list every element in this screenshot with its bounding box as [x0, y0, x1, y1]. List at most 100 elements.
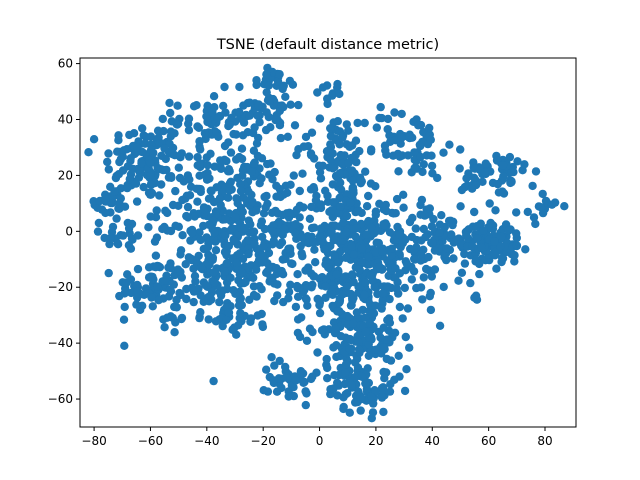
data-point	[264, 81, 274, 90]
data-point	[93, 227, 103, 236]
data-point	[249, 290, 259, 300]
data-point	[315, 298, 325, 307]
data-point	[355, 265, 364, 275]
data-point	[349, 319, 358, 328]
data-point	[345, 142, 354, 151]
data-point	[283, 132, 292, 141]
data-point	[523, 207, 532, 217]
data-point	[261, 125, 271, 135]
data-point	[252, 265, 261, 274]
data-point	[187, 228, 197, 238]
data-point	[270, 167, 279, 177]
data-point	[182, 294, 191, 304]
data-point	[427, 151, 436, 160]
data-point	[398, 314, 407, 323]
data-point	[366, 179, 376, 188]
data-point	[270, 296, 279, 306]
data-point	[285, 208, 294, 217]
data-point	[395, 152, 404, 161]
data-point	[328, 180, 337, 189]
data-point	[311, 258, 320, 267]
data-point	[371, 248, 381, 257]
data-point	[249, 146, 259, 155]
data-point	[278, 255, 287, 264]
data-point	[112, 214, 121, 223]
data-point	[336, 185, 346, 194]
data-point	[374, 238, 383, 248]
data-point	[457, 185, 467, 195]
data-point	[238, 171, 247, 180]
data-point	[400, 386, 410, 396]
data-point	[512, 241, 522, 250]
data-point	[189, 297, 198, 307]
data-point	[342, 120, 351, 129]
data-point	[181, 260, 190, 269]
data-point	[174, 163, 183, 172]
plot-area-frame	[79, 57, 577, 428]
data-point	[377, 304, 386, 313]
data-point	[364, 191, 373, 201]
data-point	[272, 387, 282, 396]
data-point	[349, 250, 359, 259]
data-point	[326, 124, 335, 133]
y-tick-label: 40	[58, 113, 73, 127]
data-point	[176, 267, 185, 277]
data-point	[380, 141, 390, 150]
data-point	[389, 151, 398, 160]
data-point	[271, 115, 280, 125]
data-point	[379, 367, 388, 377]
data-point	[257, 174, 266, 183]
data-point	[190, 212, 199, 221]
data-point	[409, 267, 419, 276]
data-point	[323, 363, 332, 373]
data-point	[233, 199, 242, 208]
data-point	[308, 280, 317, 289]
data-point	[541, 196, 551, 206]
x-tick-label: −40	[194, 434, 219, 448]
data-point	[402, 365, 411, 374]
data-point	[284, 244, 293, 253]
data-point	[204, 220, 214, 229]
data-point	[469, 158, 478, 167]
data-point	[407, 275, 416, 284]
data-point	[421, 232, 430, 242]
data-point	[298, 169, 307, 178]
data-point	[334, 258, 343, 267]
data-point	[455, 164, 464, 173]
data-point	[282, 373, 292, 382]
data-point	[341, 253, 351, 262]
data-point	[315, 168, 325, 177]
data-point	[496, 232, 506, 242]
data-point	[195, 137, 204, 146]
data-point	[445, 140, 454, 149]
data-point	[475, 269, 484, 279]
data-point	[260, 224, 270, 234]
data-point	[196, 235, 205, 245]
data-point	[382, 206, 391, 216]
data-point	[420, 211, 429, 220]
data-point	[279, 81, 288, 91]
data-point	[330, 371, 339, 380]
data-point	[323, 94, 332, 103]
data-point	[365, 319, 375, 328]
data-point	[493, 179, 502, 189]
data-point	[339, 218, 348, 227]
data-point	[132, 300, 141, 309]
data-point	[428, 238, 437, 247]
data-point	[356, 392, 366, 401]
data-point	[313, 88, 322, 97]
data-point	[238, 131, 248, 140]
data-point	[301, 400, 310, 410]
data-point	[336, 202, 345, 211]
data-point	[151, 251, 161, 260]
data-point	[466, 278, 475, 288]
data-point	[411, 224, 420, 233]
data-point	[257, 285, 266, 294]
data-point	[106, 233, 115, 243]
data-point	[153, 282, 162, 291]
data-point	[332, 270, 341, 279]
data-point	[166, 263, 175, 273]
data-point	[202, 112, 211, 121]
data-point	[328, 198, 338, 207]
data-point	[204, 315, 213, 324]
